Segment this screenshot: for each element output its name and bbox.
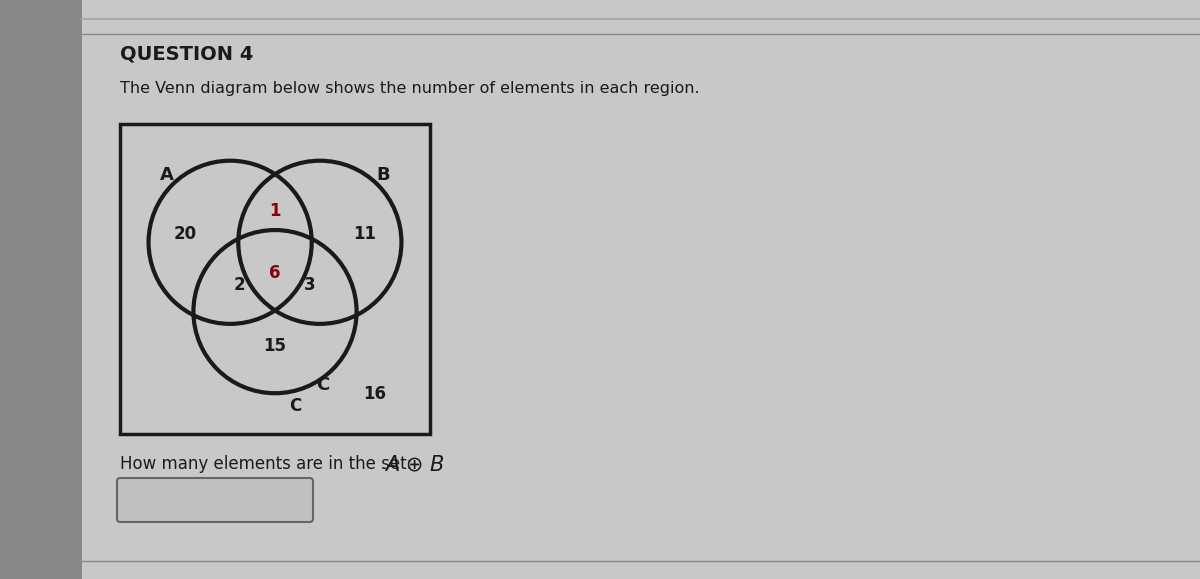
Text: C: C [316,376,329,394]
Text: 1: 1 [269,202,281,220]
FancyBboxPatch shape [118,478,313,522]
Bar [120,124,430,434]
Text: QUESTION 4: QUESTION 4 [120,45,253,64]
Text: A ⊕ B: A ⊕ B [385,454,444,474]
Text: 20: 20 [174,225,197,243]
Text: 3: 3 [305,276,316,294]
Text: The Venn diagram below shows the number of elements in each region.: The Venn diagram below shows the number … [120,82,700,97]
Text: 6: 6 [269,264,281,282]
Text: A: A [160,166,174,184]
Text: 2: 2 [234,276,246,294]
Bar [0,0,82,579]
Text: 11: 11 [353,225,377,243]
Text: How many elements are in the set:: How many elements are in the set: [120,455,413,473]
Text: 16: 16 [364,385,386,403]
Text: C: C [289,397,301,415]
Text: 15: 15 [264,337,287,355]
Text: B: B [377,166,390,184]
